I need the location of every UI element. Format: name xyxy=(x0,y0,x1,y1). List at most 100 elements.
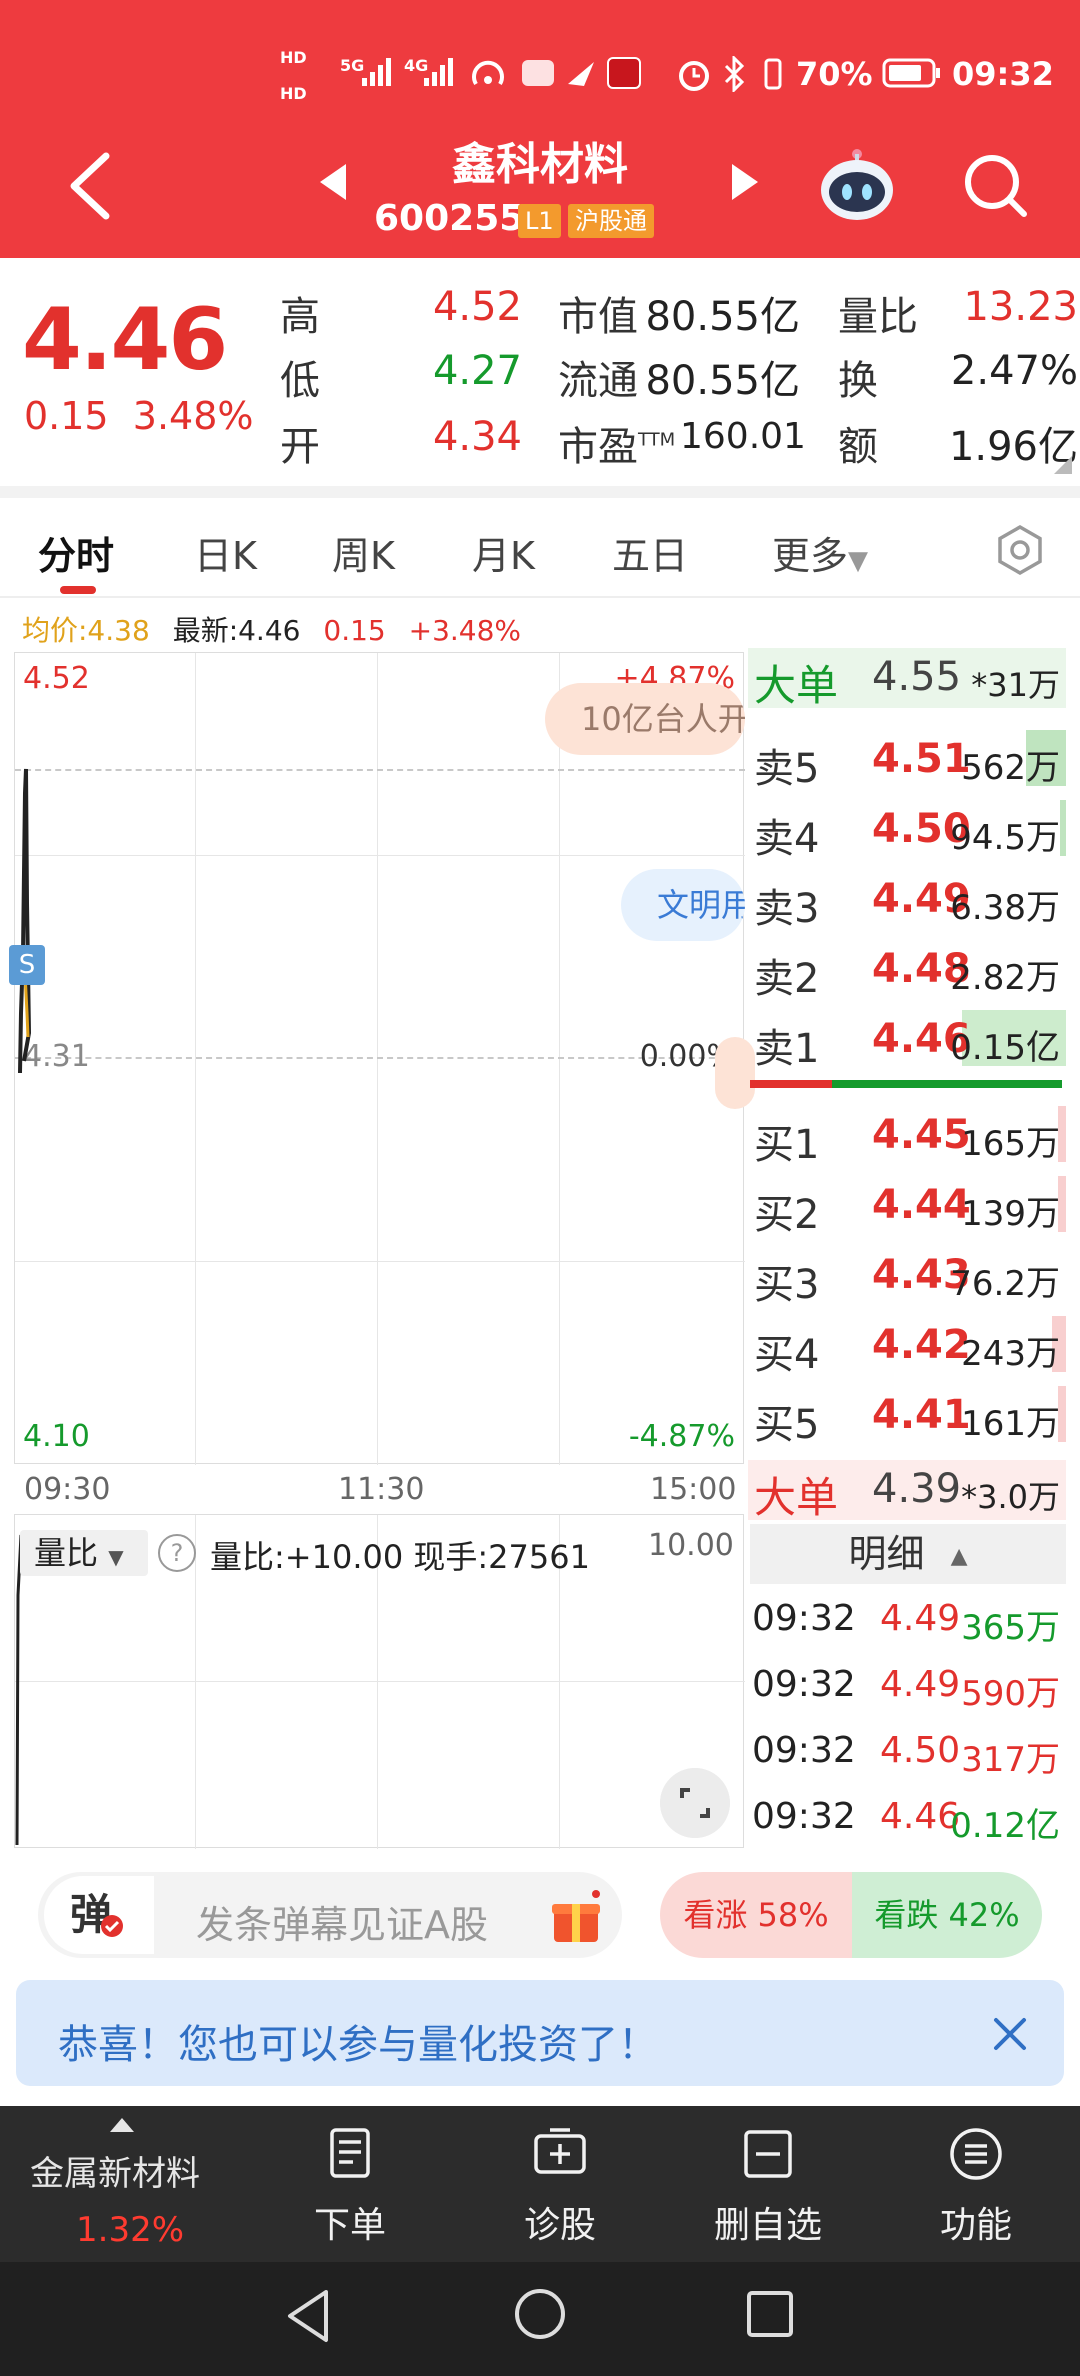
next-stock-button[interactable] xyxy=(732,164,758,200)
message-icon xyxy=(568,62,594,86)
tab-more[interactable]: 更多▼ xyxy=(772,525,868,580)
diagnose-button[interactable]: 诊股 xyxy=(490,2106,630,2262)
tab-five-day[interactable]: 五日 xyxy=(612,534,689,578)
bearish-vote-button[interactable]: 看跌 42% xyxy=(852,1872,1042,1958)
minus-box-icon xyxy=(744,2130,792,2178)
prev-stock-button[interactable] xyxy=(320,164,346,200)
bid-row[interactable]: 买2 4.44 139万 xyxy=(748,1170,1066,1238)
sell-marker[interactable]: S xyxy=(9,945,45,985)
promo-banner[interactable] xyxy=(16,1980,1064,2086)
help-icon[interactable]: ? xyxy=(158,1534,196,1572)
intraday-info-line: 均价:4.38 最新:4.46 0.15 +3.48% xyxy=(22,609,535,649)
settings-icon[interactable] xyxy=(994,524,1046,576)
bullish-vote-button[interactable]: 看涨 58% xyxy=(660,1872,852,1958)
danmaku-toggle[interactable]: 弹 xyxy=(44,1876,154,1954)
ask-label: 卖1 xyxy=(754,1026,820,1072)
bid-volume: 165万 xyxy=(961,1124,1060,1164)
tick-time: 09:32 xyxy=(752,1730,856,1771)
bid-row[interactable]: 买3 4.43 76.2万 xyxy=(748,1240,1066,1308)
prev-close-dashed-line xyxy=(15,1057,745,1059)
search-icon[interactable] xyxy=(962,152,1030,220)
bid-label: 买1 xyxy=(754,1122,820,1168)
danmaku-pill[interactable]: 文明用 xyxy=(621,869,745,941)
bid-row[interactable]: 买1 4.45 165万 xyxy=(748,1100,1066,1168)
ask-row[interactable]: 卖1 4.46 0.15亿 xyxy=(748,1004,1066,1072)
big-order-bottom[interactable]: 大单 4.39 *3.0万 xyxy=(748,1460,1066,1522)
y-axis-top-label: 4.52 xyxy=(23,661,90,696)
big-order-volume: *3.0万 xyxy=(961,1478,1060,1516)
robot-assistant-icon[interactable] xyxy=(818,146,896,222)
change-value: 0.15 xyxy=(24,394,109,438)
sector-change[interactable]: 1.32% xyxy=(76,2210,185,2250)
volume-ratio-chart[interactable] xyxy=(14,1514,745,1849)
sector-name[interactable]: 金属新材料 xyxy=(30,2154,200,2194)
tab-intraday[interactable]: 分时 xyxy=(38,534,115,578)
tab-monthly-k[interactable]: 月K xyxy=(472,534,535,578)
functions-button[interactable]: 功能 xyxy=(906,2106,1046,2262)
turnover-value: 2.47% xyxy=(950,348,1078,394)
ask-volume-bar xyxy=(1060,800,1066,856)
app-notify-icon xyxy=(522,60,554,86)
pe-label: 市盈TTM xyxy=(558,414,675,472)
tab-daily-k[interactable]: 日K xyxy=(194,534,257,578)
hd1-badge: HD xyxy=(280,48,307,67)
tab-more-label: 更多 xyxy=(772,534,849,578)
bid-price: 4.45 xyxy=(872,1112,971,1158)
tick-volume: 317万 xyxy=(961,1740,1060,1780)
tab-weekly-k[interactable]: 周K xyxy=(332,534,395,578)
fullscreen-icon[interactable] xyxy=(660,1768,730,1838)
ask-label: 卖3 xyxy=(754,886,820,932)
promo-banner-text[interactable]: 恭喜！您也可以参与量化投资了！ xyxy=(58,2022,658,2068)
gift-icon[interactable] xyxy=(550,1890,602,1944)
order-doc-icon xyxy=(330,2128,370,2178)
expand-corner-icon[interactable] xyxy=(1054,456,1072,474)
system-home-icon[interactable] xyxy=(512,2286,568,2342)
alarm-icon xyxy=(679,61,709,91)
system-recents-icon[interactable] xyxy=(744,2288,796,2340)
close-icon[interactable] xyxy=(992,2016,1028,2052)
big-order-price: 4.55 xyxy=(872,654,962,700)
ask-row[interactable]: 卖3 4.49 6.38万 xyxy=(748,864,1066,932)
network-5g-label: 5G xyxy=(340,56,365,75)
bid-price: 4.41 xyxy=(872,1392,971,1438)
back-arrow-icon[interactable] xyxy=(62,150,122,222)
low-label: 低 xyxy=(280,358,320,404)
danmaku-placeholder[interactable]: 发条弹幕见证A股 xyxy=(196,1903,488,1947)
status-bar: HD HD 5G 4G 70% 09:32 xyxy=(0,0,1080,150)
grid-line xyxy=(15,1261,745,1262)
market-cap-label: 市值 xyxy=(558,294,638,340)
bid-volume-bar xyxy=(1052,1316,1066,1372)
bid-row[interactable]: 买4 4.42 243万 xyxy=(748,1310,1066,1378)
indicator-selector[interactable]: 量比 ▼ xyxy=(20,1530,148,1576)
quote-panel xyxy=(0,258,1080,486)
trade-detail-header[interactable]: 明细 ▲ xyxy=(750,1524,1066,1584)
bid-label: 买5 xyxy=(754,1402,820,1448)
ask-price: 4.49 xyxy=(872,876,971,922)
ask-row[interactable]: 卖4 4.50 94.5万 xyxy=(748,794,1066,862)
bid-volume: 161万 xyxy=(961,1404,1060,1444)
big-order-price: 4.39 xyxy=(872,1466,962,1512)
volume-ratio-value: 13.23 xyxy=(963,284,1078,330)
current-price: 4.46 xyxy=(22,290,228,390)
market-cap-value: 80.55亿 xyxy=(645,294,800,340)
grid-line xyxy=(377,1515,378,1849)
high-label: 高 xyxy=(280,294,320,340)
chevron-down-icon: ▼ xyxy=(848,546,869,576)
x-axis-label: 09:30 xyxy=(24,1472,111,1507)
bid-volume-bar xyxy=(1058,1176,1066,1232)
ask-row[interactable]: 卖5 4.51 562万 xyxy=(748,724,1066,792)
bid-label: 买2 xyxy=(754,1192,820,1238)
ask-row[interactable]: 卖2 4.48 2.82万 xyxy=(748,934,1066,1002)
big-order-top[interactable]: 大单 4.55 *31万 xyxy=(748,648,1066,710)
hd2-badge: HD xyxy=(280,84,307,103)
stock-code: 600255 xyxy=(374,198,525,239)
remove-watchlist-button[interactable]: 删自选 xyxy=(698,2106,838,2262)
vibrate-icon xyxy=(764,58,782,90)
system-back-icon[interactable] xyxy=(282,2286,334,2346)
intraday-chart[interactable]: 4.52 4.31 4.10 +4.87% 0.00% -4.87% 10亿台人… xyxy=(9,652,755,1465)
grid-line xyxy=(559,653,560,1465)
x-axis-label: 11:30 xyxy=(338,1472,425,1507)
danmaku-pill[interactable]: 10亿台人开 xyxy=(545,683,745,755)
order-button[interactable]: 下单 xyxy=(280,2106,420,2262)
bid-row[interactable]: 买5 4.41 161万 xyxy=(748,1380,1066,1448)
